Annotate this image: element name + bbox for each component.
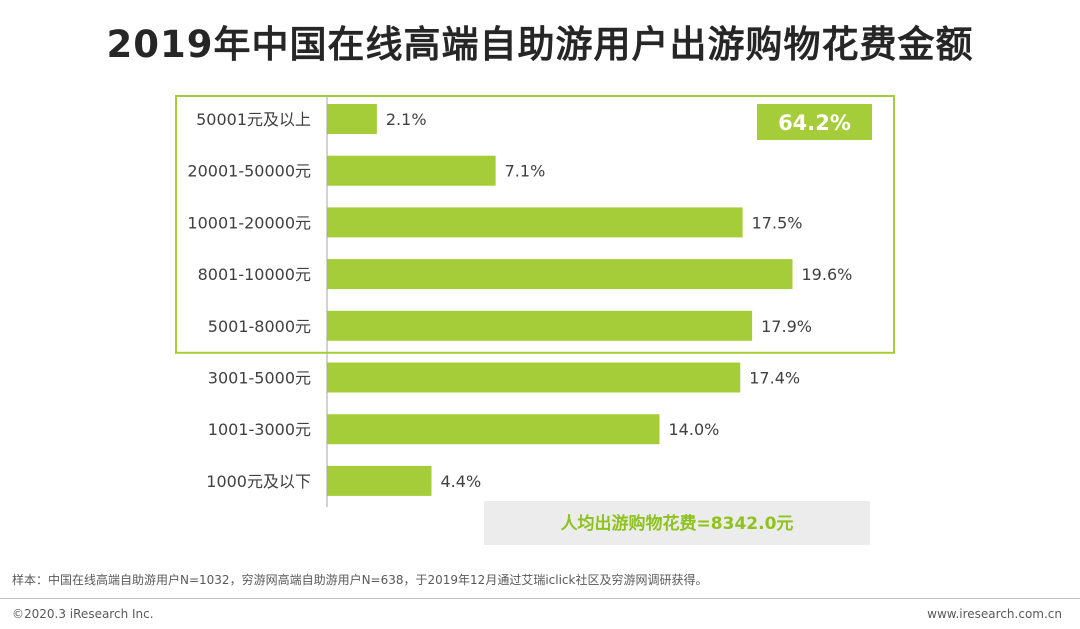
category-label: 1001-3000元 xyxy=(208,420,311,439)
category-label: 20001-50000元 xyxy=(187,162,311,181)
bar xyxy=(327,362,741,393)
value-label: 19.6% xyxy=(802,265,853,284)
highlight-box xyxy=(175,95,895,354)
average-spend-label: 人均出游购物花费=8342.0元 xyxy=(561,513,794,534)
highlight-badge xyxy=(757,104,872,140)
category-label: 1000元及以下 xyxy=(206,472,311,491)
bar xyxy=(327,207,743,238)
bar xyxy=(327,259,793,290)
value-label: 17.4% xyxy=(749,369,800,388)
copyright: ©2020.3 iResearch Inc. xyxy=(12,607,154,621)
website-url: www.iresearch.com.cn xyxy=(927,607,1062,621)
bar xyxy=(327,465,432,496)
highlight-badge-label: 64.2% xyxy=(778,111,851,135)
sample-note: 样本：中国在线高端自助游用户N=1032，穷游网高端自助游用户N=638，于20… xyxy=(12,573,708,587)
value-label: 7.1% xyxy=(505,162,546,181)
value-label: 17.5% xyxy=(752,213,803,232)
bar-group: 50001元及以上 2.1% 20001-50000元 7.1% 10001-20000… xyxy=(187,104,852,496)
value-label: 4.4% xyxy=(441,472,482,491)
average-spend-box xyxy=(484,501,870,545)
bar xyxy=(327,155,496,186)
category-label: 50001元及以上 xyxy=(196,110,311,129)
chart-title: 2019年中国在线高端自助游用户出游购物花费金额 xyxy=(106,23,974,66)
bar-chart: 50001元及以上 2.1% 20001-50000元 7.1% 10001-20000… xyxy=(175,95,895,545)
value-label: 2.1% xyxy=(386,110,427,129)
category-label: 8001-10000元 xyxy=(198,265,311,284)
value-label: 17.9% xyxy=(761,317,812,336)
bar xyxy=(327,414,660,445)
value-label: 14.0% xyxy=(669,420,720,439)
footer-divider xyxy=(0,598,1080,599)
bar xyxy=(327,104,377,134)
bar xyxy=(327,310,753,341)
category-label: 10001-20000元 xyxy=(187,213,311,232)
category-label: 5001-8000元 xyxy=(208,317,311,336)
category-label: 3001-5000元 xyxy=(208,369,311,388)
